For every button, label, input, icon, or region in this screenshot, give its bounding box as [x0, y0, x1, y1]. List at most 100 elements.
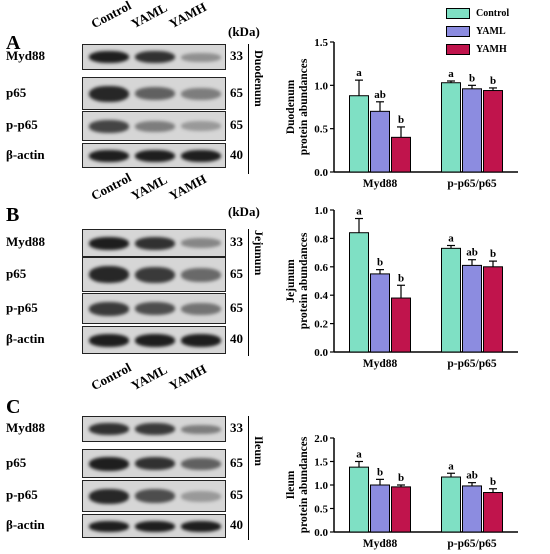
y-axis-label: protein abundances	[298, 58, 310, 155]
tissue-label: Jejunum	[252, 230, 266, 276]
blot-band	[181, 458, 221, 470]
blot-kda-value: 40	[230, 517, 243, 532]
y-tick-label: 0.0	[314, 167, 328, 179]
lane-label: YAML	[128, 0, 170, 32]
lane-label: YAMH	[166, 361, 209, 394]
blot-band	[89, 266, 129, 283]
blot-band	[181, 53, 221, 62]
lane-label: Control	[88, 359, 134, 394]
blot-kda-value: 40	[230, 331, 243, 346]
significance-letter: a	[448, 460, 454, 472]
blot-band	[135, 51, 175, 63]
blot-band	[135, 457, 175, 470]
blot-band	[181, 150, 221, 162]
blot-band	[135, 423, 175, 435]
significance-letter: a	[356, 206, 362, 218]
blot-kda-value: 33	[230, 234, 243, 249]
blot-band	[89, 423, 129, 435]
bar	[349, 466, 369, 533]
blot-strip	[82, 111, 226, 141]
bar	[441, 247, 461, 353]
y-tick-label: 0.2	[314, 319, 328, 331]
blot-kda-value: 33	[230, 420, 243, 435]
blot-strip	[82, 449, 226, 478]
bar	[349, 232, 369, 353]
significance-letter: a	[448, 68, 454, 80]
blot-band	[135, 87, 175, 100]
blot-kda-value: 33	[230, 48, 243, 63]
tissue-label: Ileum	[252, 436, 266, 466]
blot-band	[181, 491, 221, 502]
legend-label: Control	[476, 7, 510, 19]
blot-strip	[82, 293, 226, 324]
significance-letter: b	[469, 72, 475, 84]
blot-band	[135, 302, 175, 315]
y-tick-label: 0.8	[314, 233, 328, 245]
blot-band	[135, 267, 175, 283]
panel-letter-b: B	[6, 204, 20, 226]
significance-letter: ab	[374, 89, 386, 101]
bar	[370, 484, 390, 533]
blot-protein-label: Myd88	[6, 234, 45, 249]
panel-letter-c: C	[6, 396, 21, 418]
blot-strip	[82, 229, 226, 257]
legend-label: YAMH	[476, 43, 507, 55]
blot-band	[135, 489, 175, 503]
bar	[391, 486, 411, 533]
blot-band	[89, 521, 129, 532]
lane-label: Control	[88, 0, 134, 32]
y-tick-label: 1.5	[314, 457, 328, 469]
blot-band	[89, 334, 129, 347]
y-tick-label: 0.5	[314, 124, 328, 136]
blot-band	[89, 51, 129, 63]
tissue-bracket-line	[248, 416, 249, 540]
blot-protein-label: β-actin	[6, 146, 45, 162]
bar	[370, 110, 390, 173]
significance-letter: b	[398, 114, 404, 126]
blot-band	[89, 86, 129, 102]
blot-protein-label: p-p65	[6, 487, 38, 502]
y-axis-label: protein abundances	[298, 436, 310, 533]
blot-band	[89, 150, 129, 162]
legend-label: YAML	[476, 25, 506, 37]
blot-band	[181, 303, 221, 315]
legend-swatch	[446, 25, 470, 37]
significance-letter: ab	[466, 470, 478, 482]
y-tick-label: 1.5	[314, 37, 328, 49]
significance-letter: a	[356, 67, 362, 79]
blot-band	[135, 237, 175, 250]
bar	[483, 90, 503, 173]
blot-protein-label: β-actin	[6, 517, 45, 532]
significance-letter: a	[448, 233, 454, 245]
x-category-label: Myd88	[363, 358, 398, 370]
blot-kda-value: 65	[230, 265, 243, 281]
blot-band	[181, 334, 221, 347]
blot-band	[135, 334, 175, 347]
y-tick-label: 1.0	[314, 480, 328, 492]
bar	[462, 264, 482, 353]
blot-protein-label: β-actin	[6, 331, 45, 346]
blot-strip	[82, 77, 226, 110]
y-axis-label: Jejunum	[285, 259, 297, 303]
chart-legend: Control YAML YAMH	[446, 6, 509, 60]
y-tick-label: 1.0	[314, 80, 328, 92]
blot-strip	[82, 480, 226, 512]
significance-letter: b	[398, 272, 404, 284]
blot-protein-label: p65	[6, 454, 27, 470]
blot-band	[135, 150, 175, 162]
blot-kda-value: 65	[230, 84, 243, 100]
significance-letter: b	[377, 257, 383, 269]
lane-label: YAML	[128, 171, 170, 204]
significance-letter: b	[490, 248, 496, 260]
lane-label: YAML	[128, 361, 170, 394]
blot-strip	[82, 326, 226, 354]
blot-protein-label: Myd88	[6, 420, 45, 435]
y-tick-label: 2.0	[314, 433, 328, 445]
blot-kda-value: 65	[230, 487, 243, 502]
y-tick-label: 0.6	[314, 262, 328, 274]
legend-item: YAML	[446, 24, 509, 38]
x-category-label: p-p65/p65	[447, 538, 496, 550]
legend-item: Control	[446, 6, 509, 20]
bar	[483, 492, 503, 533]
